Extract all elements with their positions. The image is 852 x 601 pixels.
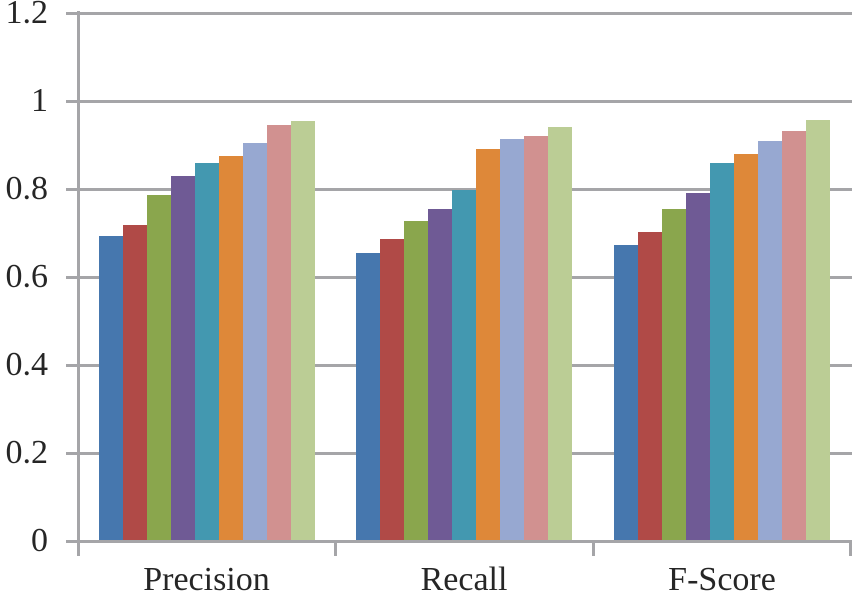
bar-f-score-blue (614, 244, 638, 541)
x-axis-tick (333, 541, 337, 556)
x-axis-category-label: Precision (143, 561, 270, 598)
bar-recall-light-blue (500, 138, 524, 541)
gridline (66, 11, 852, 15)
bar-recall-purple (428, 209, 452, 541)
x-axis-tick (849, 541, 852, 556)
bar-f-score-light-blue (758, 140, 782, 541)
bar-f-score-light-green (806, 120, 830, 541)
bar-precision-light-green (290, 121, 315, 541)
x-axis-category-label: F-Score (668, 561, 776, 598)
gridline (66, 187, 852, 191)
bar-recall-green (404, 221, 428, 541)
bar-precision-orange (218, 156, 243, 541)
y-axis-tick-label: 0 (31, 522, 48, 559)
y-axis-tick-label: 0.6 (5, 258, 49, 295)
bar-precision-light-blue (242, 142, 267, 541)
bar-recall-red (380, 239, 404, 541)
gridline (66, 99, 852, 103)
bar-precision-purple (170, 176, 195, 541)
x-axis-tick (591, 541, 595, 556)
bar-f-score-purple (686, 192, 710, 541)
bar-recall-pink (524, 136, 548, 541)
bar-f-score-pink (782, 131, 806, 541)
y-axis-line (76, 11, 80, 556)
y-axis-tick-label: 0.4 (5, 346, 49, 383)
bar-precision-red (122, 224, 147, 541)
bar-f-score-green (662, 209, 686, 541)
y-axis-tick-label: 1.2 (5, 0, 49, 31)
bar-precision-blue (98, 235, 123, 541)
bar-precision-pink (266, 125, 291, 541)
bar-precision-green (146, 195, 171, 541)
bar-f-score-red (638, 231, 662, 541)
bar-recall-blue (356, 253, 380, 541)
bar-f-score-orange (734, 153, 758, 541)
bar-precision-teal (194, 163, 219, 541)
y-axis-tick-label: 1 (31, 82, 48, 119)
bar-f-score-teal (710, 162, 734, 541)
x-axis-line (66, 539, 852, 543)
bar-recall-light-green (548, 126, 572, 541)
y-axis-tick-label: 0.8 (5, 170, 49, 207)
bar-recall-orange (476, 149, 500, 541)
y-axis-tick-label: 0.2 (5, 434, 49, 471)
x-axis-category-label: Recall (420, 561, 508, 598)
bar-recall-teal (452, 190, 476, 541)
